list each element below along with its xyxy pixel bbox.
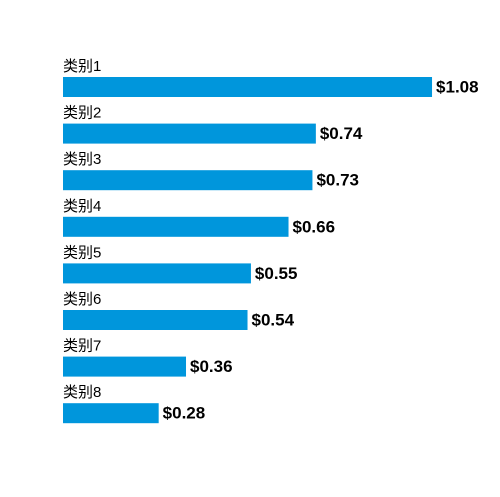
category-label: 类别5 [63,244,101,261]
value-label: $0.66 [293,217,336,236]
value-label: $0.73 [316,171,359,190]
bar [63,356,187,377]
bar [63,216,289,237]
bar [63,263,251,284]
category-label: 类别3 [63,151,101,168]
bar [63,170,313,191]
category-label: 类别1 [63,58,101,75]
bar [63,123,316,144]
value-label: $0.28 [163,404,206,423]
value-label: $0.55 [255,264,298,283]
bar [63,310,248,330]
value-label: $0.54 [252,310,295,329]
category-label: 类别7 [63,338,101,355]
value-label: $0.36 [190,357,233,376]
category-label: 类别6 [63,291,101,308]
bar [63,77,433,97]
category-label: 类别2 [63,105,101,122]
value-label: $0.74 [320,124,363,143]
bar [63,403,159,424]
category-label: 类别8 [63,384,101,401]
value-label: $1.08 [436,77,479,96]
category-label: 类别4 [63,198,101,215]
